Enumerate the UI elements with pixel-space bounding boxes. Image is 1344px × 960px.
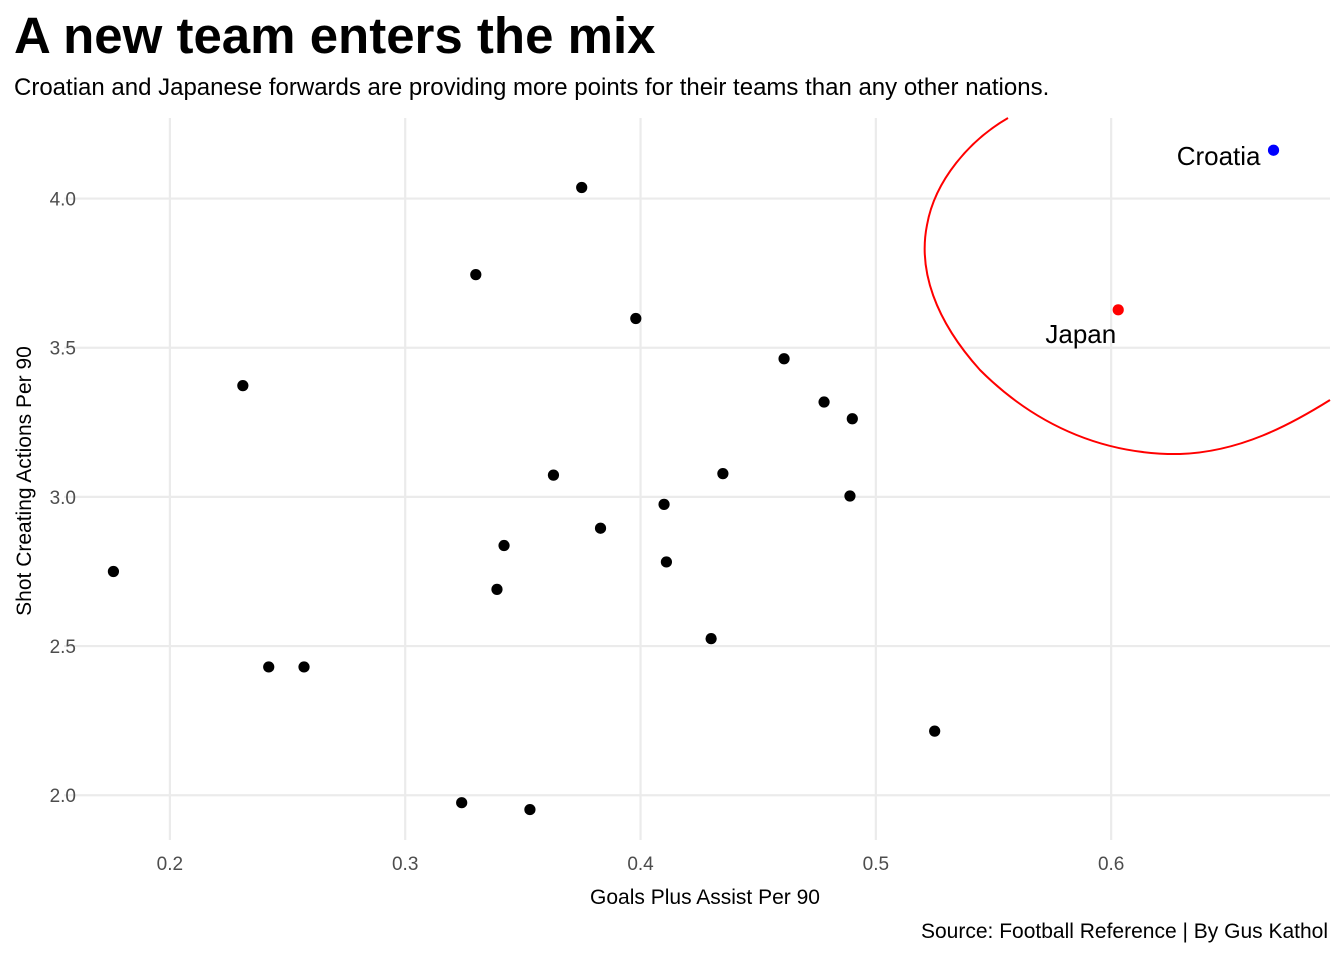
data-point	[298, 661, 310, 673]
annotation-croatia: Croatia	[1177, 141, 1261, 171]
data-point	[547, 469, 560, 481]
chart-title: A new team enters the mix	[14, 7, 656, 64]
data-point	[717, 468, 729, 480]
data-point	[470, 269, 482, 281]
data-point	[594, 522, 607, 534]
source-caption: Source: Football Reference | By Gus Kath…	[921, 920, 1328, 943]
x-tick-label: 0.5	[863, 854, 889, 875]
y-tick-label: 3.5	[50, 339, 76, 360]
y-axis-label: Shot Creating Actions Per 90	[13, 346, 36, 616]
data-point	[844, 490, 856, 502]
data-point	[498, 539, 510, 552]
data-point	[107, 565, 120, 578]
x-tick-label: 0.3	[392, 854, 418, 875]
tick-labels: 0.2 0.3 0.4 0.5 0.6 2.0 2.5 3.0 3.5 4.0	[50, 190, 1125, 875]
annotations: Croatia Japan	[1045, 141, 1261, 349]
chart-subtitle: Croatian and Japanese forwards are provi…	[14, 74, 1050, 101]
data-point	[1112, 304, 1124, 316]
data-point	[630, 312, 642, 325]
data-point	[846, 413, 858, 425]
highlight-curve-layer	[923, 117, 1331, 456]
data-point	[524, 803, 536, 816]
y-tick-label: 2.0	[50, 786, 76, 807]
data-point	[456, 797, 468, 809]
data-point	[818, 396, 830, 408]
data-point	[705, 633, 717, 645]
y-tick-label: 2.5	[50, 637, 76, 658]
grid-lines	[64, 118, 1330, 840]
highlight-curve	[923, 117, 1331, 456]
data-points	[107, 144, 1280, 816]
x-axis-label: Goals Plus Assist Per 90	[590, 886, 820, 909]
x-tick-label: 0.4	[627, 854, 654, 875]
data-point	[778, 353, 790, 365]
x-tick-label: 0.6	[1098, 854, 1124, 875]
data-point	[237, 380, 249, 392]
data-point	[491, 583, 503, 595]
data-point	[263, 661, 275, 673]
data-point	[658, 498, 670, 510]
x-tick-label: 0.2	[157, 854, 183, 875]
y-tick-label: 3.0	[50, 488, 76, 509]
data-point	[576, 181, 588, 194]
data-point	[660, 556, 673, 568]
y-tick-label: 4.0	[50, 190, 76, 211]
annotation-japan: Japan	[1045, 319, 1116, 349]
data-point	[1267, 144, 1280, 156]
data-point	[929, 725, 941, 737]
